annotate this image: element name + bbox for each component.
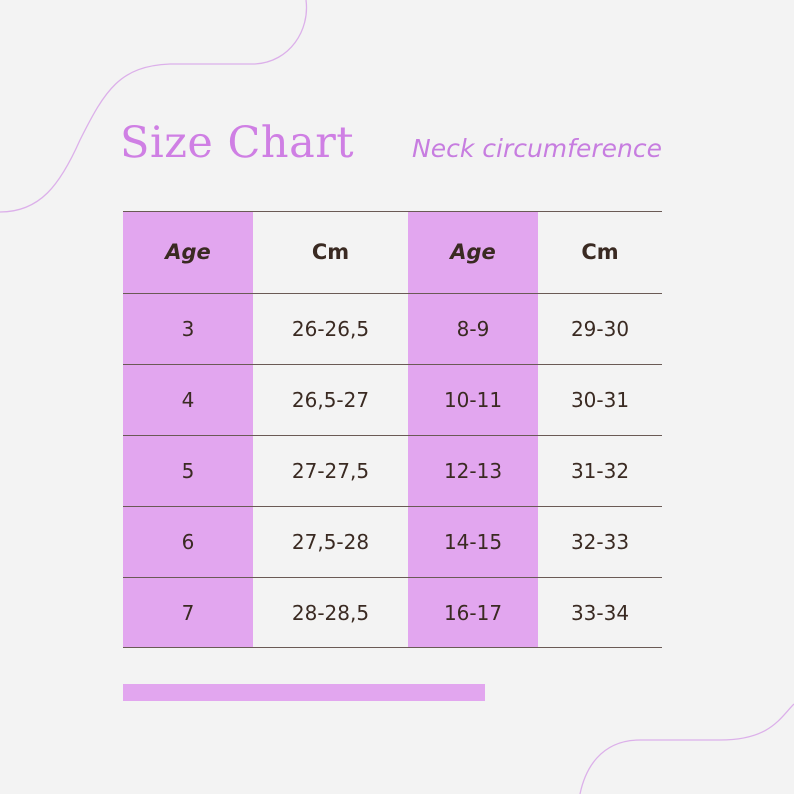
table-divider <box>123 506 662 507</box>
table-divider <box>123 211 662 212</box>
cell-cm: 32-33 <box>570 529 630 554</box>
size-table: Age Cm Age Cm 3 26-26,5 8-9 29-30 4 26,5-27 10-11 3… <box>123 211 662 648</box>
cell-age: 5 <box>181 458 195 483</box>
cell-age: 4 <box>181 387 195 412</box>
table-divider <box>123 647 662 648</box>
age-column-highlight <box>123 211 253 647</box>
cell-cm: 29-30 <box>570 316 630 341</box>
age-column-highlight <box>408 211 538 647</box>
cell-cm: 33-34 <box>570 600 630 625</box>
header-age: Age <box>165 240 211 264</box>
header-cm: Cm <box>581 240 619 264</box>
accent-bar <box>123 684 485 701</box>
cell-cm: 31-32 <box>570 458 630 483</box>
header-age: Age <box>450 240 496 264</box>
bottom-right-curve <box>579 703 794 794</box>
cell-age: 3 <box>181 316 195 341</box>
cell-age: 14-15 <box>443 529 503 554</box>
header-cm: Cm <box>311 240 350 264</box>
cell-cm: 28-28,5 <box>291 600 370 625</box>
table-divider <box>123 435 662 436</box>
table-divider <box>123 364 662 365</box>
table-divider <box>123 293 662 294</box>
cell-cm: 26-26,5 <box>291 316 370 341</box>
cell-cm: 30-31 <box>570 387 630 412</box>
cell-cm: 27,5-28 <box>291 529 370 554</box>
cell-age: 8-9 <box>456 316 490 341</box>
cell-cm: 26,5-27 <box>291 387 370 412</box>
cell-cm: 27-27,5 <box>291 458 370 483</box>
cell-age: 16-17 <box>443 600 503 625</box>
top-left-curve <box>0 0 308 213</box>
page-subtitle: Neck circumference <box>412 134 662 163</box>
cell-age: 10-11 <box>443 387 503 412</box>
cell-age: 6 <box>181 529 195 554</box>
page-title: Size Chart <box>120 118 355 168</box>
table-divider <box>123 577 662 578</box>
cell-age: 7 <box>181 600 195 625</box>
cell-age: 12-13 <box>443 458 503 483</box>
